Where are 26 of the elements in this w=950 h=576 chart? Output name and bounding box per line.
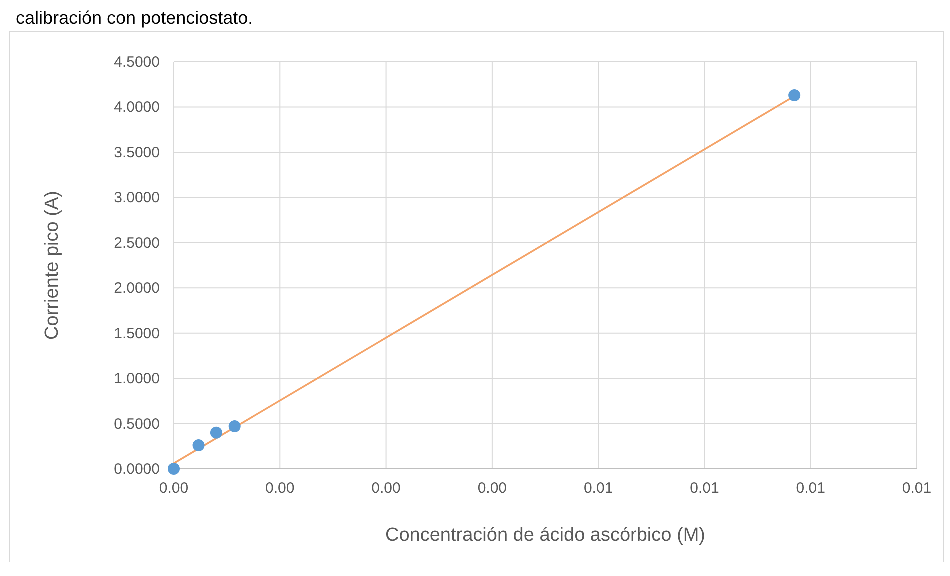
y-tick-label: 4.0000 (114, 99, 160, 116)
x-tick-label: 0.01 (584, 480, 614, 497)
x-tick-label: 0.00 (372, 480, 401, 497)
y-tick-label: 2.5000 (114, 234, 160, 252)
y-tick-label: 0.0000 (114, 461, 160, 478)
chart-title: calibración con potenciostato. (16, 8, 254, 28)
point (168, 463, 180, 475)
x-tick-label: 0.01 (690, 480, 720, 497)
point (192, 439, 205, 452)
y-tick-label: 1.0000 (114, 370, 160, 388)
point (210, 426, 222, 439)
x-tick-label: 0.00 (266, 480, 295, 497)
y-tick-label: 3.0000 (114, 190, 160, 207)
x-tick-label: 0.00 (478, 480, 508, 497)
x-tick-label: 0.01 (902, 480, 932, 497)
y-tick-label: 3.5000 (114, 144, 160, 162)
y-axis-title: Corriente pico (A) (42, 191, 63, 340)
y-tick-label: 0.5000 (114, 416, 160, 433)
y-tick-label: 1.5000 (114, 325, 160, 342)
x-tick-label: 0.00 (159, 480, 189, 497)
point (788, 89, 801, 102)
x-axis-title: Concentración de ácido ascórbico (M) (386, 525, 706, 546)
x-tick-label: 0.01 (796, 480, 826, 497)
y-tick-label: 4.5000 (114, 54, 160, 71)
y-tick-label: 2.0000 (114, 280, 160, 298)
point (228, 420, 241, 432)
